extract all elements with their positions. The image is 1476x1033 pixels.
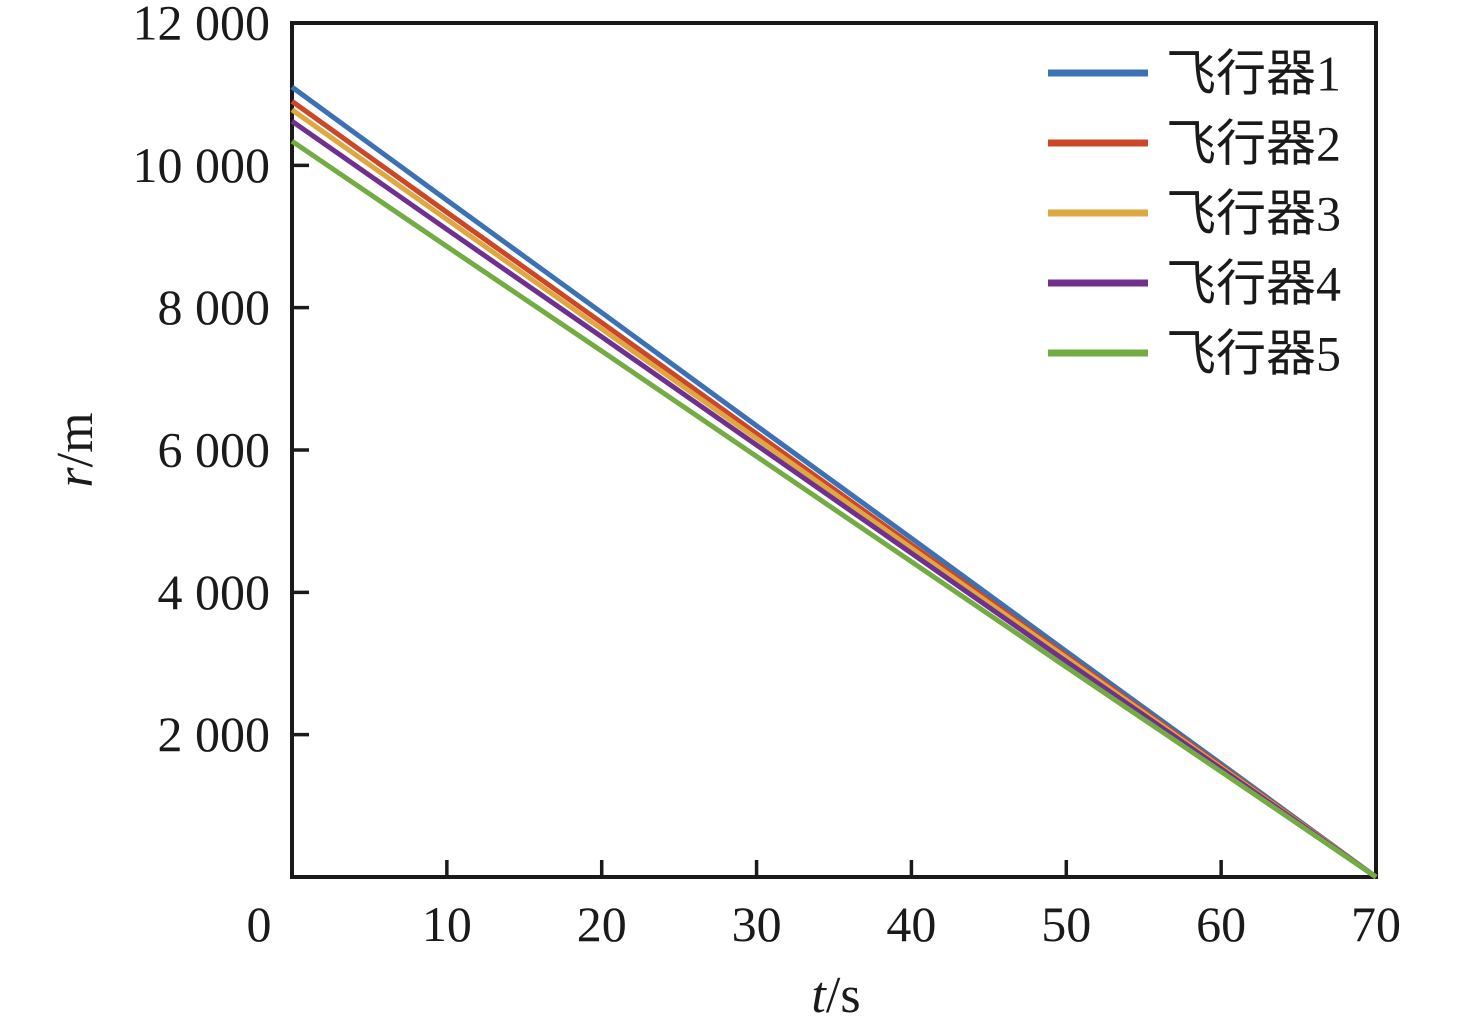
x-tick-label: 10: [422, 896, 472, 952]
legend-label: 飞行器5: [1166, 326, 1341, 382]
y-tick-label: 6 000: [158, 422, 271, 478]
x-tick-label: 0: [247, 896, 272, 952]
x-tick-label: 50: [1041, 896, 1091, 952]
x-tick-label: 70: [1351, 896, 1401, 952]
legend-item: 飞行器3: [1048, 186, 1341, 242]
legend-item: 飞行器2: [1048, 116, 1341, 172]
y-axis-unit: /m: [47, 412, 104, 467]
y-tick-label: 2 000: [158, 706, 271, 762]
legend-item: 飞行器1: [1048, 46, 1341, 102]
plot-area: 0 10 20 30 40 50 60 70 2 000 4 000 6 000 8 000 10 00…: [133, 0, 1402, 952]
x-axis-title: t/s: [811, 967, 860, 1024]
x-axis-unit: /s: [826, 967, 861, 1024]
legend-item: 飞行器4: [1048, 256, 1341, 312]
legend: 飞行器1 飞行器2 飞行器3 飞行器4 飞行器5: [1048, 46, 1341, 382]
y-tick-label: 4 000: [158, 564, 271, 620]
y-axis-title: r/m: [47, 412, 104, 487]
legend-label: 飞行器1: [1166, 46, 1341, 102]
x-tick-label: 20: [577, 896, 627, 952]
x-tick-label: 60: [1196, 896, 1246, 952]
x-tick-label: 40: [886, 896, 936, 952]
y-tick-label: 12 000: [133, 0, 271, 51]
series-line-飞行器5: [290, 139, 1378, 880]
series-line-飞行器4: [290, 119, 1378, 880]
legend-item: 飞行器5: [1048, 326, 1341, 382]
legend-label: 飞行器4: [1166, 256, 1341, 312]
x-axis-variable: t: [811, 967, 827, 1024]
x-tick-label: 30: [732, 896, 782, 952]
y-tick-label: 10 000: [133, 137, 271, 193]
legend-label: 飞行器2: [1166, 116, 1341, 172]
y-tick-label: 8 000: [158, 279, 271, 335]
legend-label: 飞行器3: [1166, 186, 1341, 242]
y-axis-variable: r: [47, 467, 104, 488]
